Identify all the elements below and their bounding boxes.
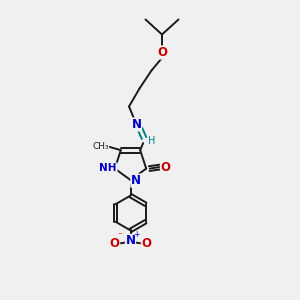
Text: ⁻: ⁻ (117, 232, 122, 242)
Text: N: N (131, 118, 142, 131)
Text: O: O (161, 160, 171, 174)
Text: O: O (157, 46, 167, 59)
Text: N: N (125, 234, 136, 248)
Text: O: O (110, 237, 120, 250)
Text: O: O (141, 237, 152, 250)
Text: NH: NH (100, 163, 117, 173)
Text: CH₃: CH₃ (92, 142, 109, 151)
Text: +: + (133, 230, 139, 239)
Text: N: N (131, 174, 141, 187)
Text: H: H (148, 136, 156, 146)
